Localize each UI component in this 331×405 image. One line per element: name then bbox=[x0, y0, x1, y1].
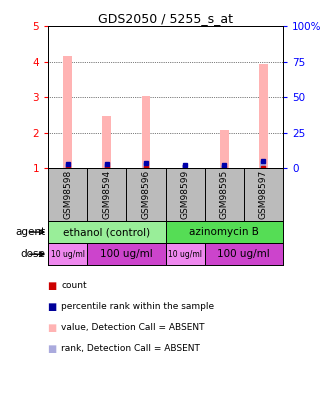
Bar bbox=[259, 64, 268, 168]
Text: count: count bbox=[61, 281, 87, 290]
Bar bbox=[166, 243, 205, 265]
Text: 10 ug/ml: 10 ug/ml bbox=[51, 250, 85, 259]
Bar bbox=[48, 243, 87, 265]
Bar bbox=[166, 221, 283, 243]
Text: GSM98599: GSM98599 bbox=[181, 170, 190, 219]
Text: 10 ug/ml: 10 ug/ml bbox=[168, 250, 202, 259]
Bar bbox=[182, 165, 188, 168]
Text: ■: ■ bbox=[47, 344, 56, 354]
Text: ■: ■ bbox=[47, 323, 56, 333]
Bar bbox=[142, 96, 150, 168]
Bar bbox=[104, 164, 110, 168]
Text: GSM98595: GSM98595 bbox=[220, 170, 229, 219]
Bar bbox=[63, 56, 72, 168]
Text: value, Detection Call = ABSENT: value, Detection Call = ABSENT bbox=[61, 323, 205, 332]
Text: GSM98598: GSM98598 bbox=[63, 170, 72, 219]
Text: 100 ug/ml: 100 ug/ml bbox=[100, 249, 153, 259]
Text: ethanol (control): ethanol (control) bbox=[63, 227, 150, 237]
Bar bbox=[102, 115, 111, 168]
Bar bbox=[221, 165, 227, 168]
Text: GSM98596: GSM98596 bbox=[141, 170, 150, 219]
Text: percentile rank within the sample: percentile rank within the sample bbox=[61, 302, 214, 311]
Text: ■: ■ bbox=[47, 281, 56, 290]
Text: dose: dose bbox=[21, 249, 46, 259]
Text: GSM98597: GSM98597 bbox=[259, 170, 268, 219]
Bar bbox=[205, 243, 283, 265]
Bar bbox=[48, 221, 166, 243]
Text: rank, Detection Call = ABSENT: rank, Detection Call = ABSENT bbox=[61, 344, 200, 353]
Text: agent: agent bbox=[16, 227, 46, 237]
Text: 100 ug/ml: 100 ug/ml bbox=[217, 249, 270, 259]
Bar bbox=[220, 130, 229, 168]
Bar bbox=[65, 164, 71, 168]
Bar bbox=[260, 161, 266, 168]
Bar bbox=[87, 243, 166, 265]
Text: ■: ■ bbox=[47, 302, 56, 311]
Bar bbox=[143, 163, 149, 168]
Text: azinomycin B: azinomycin B bbox=[189, 227, 259, 237]
Title: GDS2050 / 5255_s_at: GDS2050 / 5255_s_at bbox=[98, 12, 233, 25]
Text: GSM98594: GSM98594 bbox=[102, 170, 111, 219]
